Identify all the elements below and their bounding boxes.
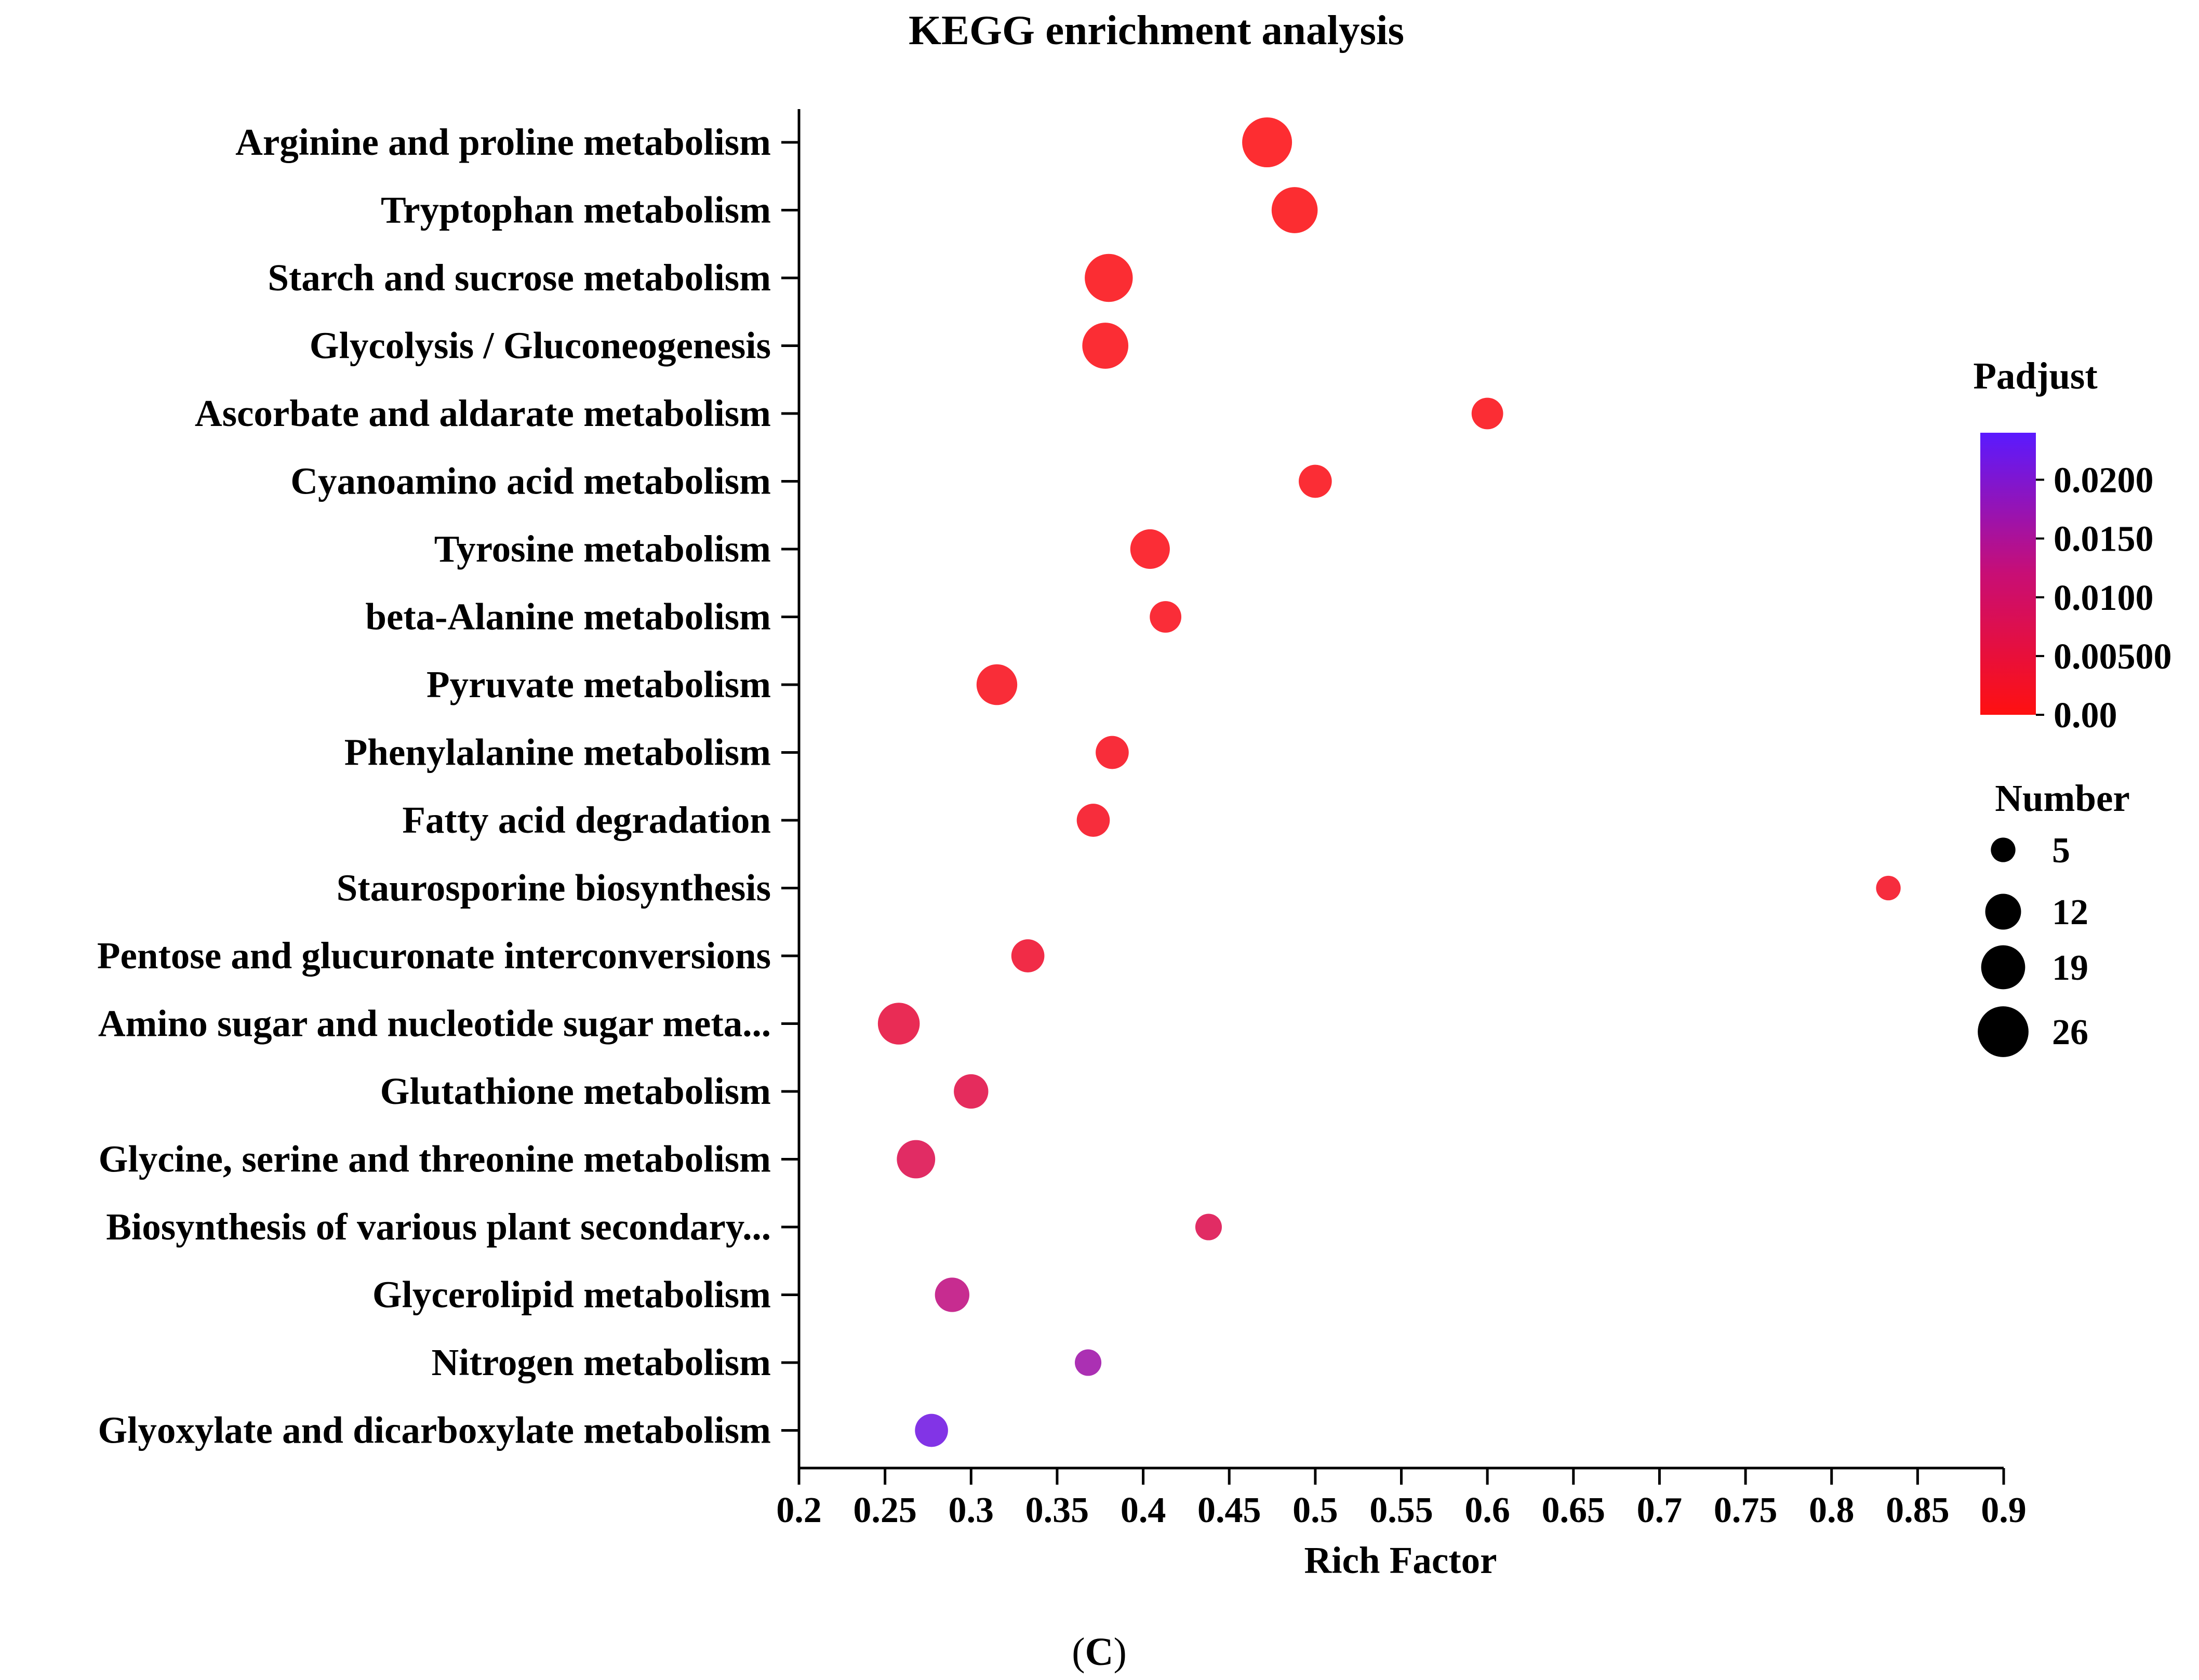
y-tick-label: beta-Alanine metabolism [365, 596, 771, 638]
data-point [976, 664, 1018, 705]
color-legend-title: Padjust [1973, 355, 2097, 397]
panel-label-letter: C [1085, 1630, 1114, 1674]
data-point [1130, 529, 1170, 569]
data-point [1471, 397, 1503, 430]
color-legend-tick-label: 0.00 [2054, 696, 2117, 736]
x-tick-label: 0.75 [1714, 1490, 1778, 1530]
x-tick-label: 0.65 [1542, 1490, 1606, 1530]
data-point [915, 1414, 948, 1447]
panel-label-close: ) [1113, 1630, 1126, 1674]
y-tick-label: Ascorbate and aldarate metabolism [195, 392, 771, 434]
data-point [1082, 323, 1129, 369]
panel-label-open: ( [1072, 1630, 1085, 1674]
y-tick-label: Glutathione metabolism [380, 1070, 771, 1112]
padjust-color-legend: Padjust 0.0200 0.0150 0.0100 0.00500 0.00 [1973, 355, 2171, 736]
x-tick-label: 0.25 [853, 1490, 917, 1530]
y-tick-label: Phenylalanine metabolism [344, 731, 771, 774]
y-tick-label: Biosynthesis of various plant secondary.… [106, 1206, 771, 1248]
x-tick-label: 0.55 [1369, 1490, 1433, 1530]
y-tick-label: Pentose and glucuronate interconversions [97, 935, 771, 977]
data-point [1150, 601, 1182, 633]
y-tick-label: Arginine and proline metabolism [235, 121, 771, 163]
size-legend-dot [1985, 894, 2021, 930]
y-tick-label: Tryptophan metabolism [381, 189, 771, 231]
size-legend-title: Number [1995, 777, 2130, 819]
size-legend-dot [1981, 945, 2025, 990]
x-tick-label: 0.85 [1886, 1490, 1950, 1530]
size-legend-dot [1991, 837, 2016, 862]
x-tick-label: 0.4 [1121, 1490, 1166, 1530]
y-axis: Arginine and proline metabolism Tryptopha… [97, 109, 801, 1468]
y-tick-label: Glycerolipid metabolism [372, 1274, 771, 1316]
x-tick-label: 0.3 [949, 1490, 994, 1530]
x-tick-label: 0.9 [1981, 1490, 2027, 1530]
x-tick-label: 0.6 [1464, 1490, 1510, 1530]
size-legend-label: 5 [2052, 831, 2070, 871]
data-point [1076, 804, 1110, 837]
x-tick-label: 0.5 [1292, 1490, 1338, 1530]
number-size-legend: Number 5 12 19 26 [1978, 777, 2130, 1057]
y-tick-label: Tyrosine metabolism [434, 528, 771, 570]
data-point [1195, 1214, 1222, 1241]
x-tick-label: 0.8 [1809, 1490, 1855, 1530]
data-point [1011, 939, 1045, 972]
x-tick-label: 0.45 [1197, 1490, 1261, 1530]
size-legend-label: 12 [2052, 892, 2088, 932]
y-tick-label: Nitrogen metabolism [431, 1341, 771, 1383]
data-point [935, 1277, 970, 1312]
color-legend-tick-label: 0.0100 [2054, 578, 2154, 618]
y-tick-label: Glyoxylate and dicarboxylate metabolism [98, 1409, 771, 1451]
y-tick-label: Starch and sucrose metabolism [268, 257, 771, 299]
x-axis: 0.2 0.25 0.3 0.35 0.4 0.45 0.5 0.55 0.6 0.65 0.7 0.… [776, 1466, 2027, 1530]
data-point [1096, 736, 1129, 769]
bubble-series [877, 117, 1901, 1447]
color-legend-tick-label: 0.00500 [2054, 637, 2172, 677]
x-tick-label: 0.2 [776, 1490, 822, 1530]
x-axis-title: Rich Factor [1304, 1539, 1497, 1581]
y-tick-label: Pyruvate metabolism [427, 663, 771, 705]
chart-title: KEGG enrichment analysis [909, 7, 1404, 54]
color-legend-tick-label: 0.0200 [2054, 461, 2154, 501]
data-point [877, 1003, 920, 1045]
y-tick-label: Amino sugar and nucleotide sugar meta... [98, 1003, 771, 1045]
x-tick-label: 0.7 [1637, 1490, 1683, 1530]
data-point [897, 1140, 936, 1179]
data-point [1085, 254, 1133, 302]
x-tick-label: 0.35 [1025, 1490, 1089, 1530]
data-point [1876, 875, 1901, 901]
y-tick-label: Cyanoamino acid metabolism [290, 460, 771, 502]
data-point [1271, 187, 1318, 233]
y-tick-label: Glycine, serine and threonine metabolism [99, 1138, 771, 1180]
color-legend-bar [1980, 433, 2036, 715]
data-point [1242, 117, 1292, 167]
y-tick-label: Staurosporine biosynthesis [337, 867, 771, 909]
size-legend-label: 26 [2052, 1012, 2088, 1052]
y-tick-label: Glycolysis / Gluconeogenesis [310, 325, 771, 367]
size-legend-label: 19 [2052, 948, 2088, 988]
panel-label: (C) [1072, 1630, 1127, 1674]
y-tick-label: Fatty acid degradation [402, 799, 771, 841]
size-legend-dot [1978, 1006, 2029, 1057]
color-legend-tick-label: 0.0150 [2054, 519, 2154, 559]
data-point [1075, 1349, 1102, 1376]
data-point [954, 1074, 989, 1109]
data-point [1299, 464, 1332, 498]
